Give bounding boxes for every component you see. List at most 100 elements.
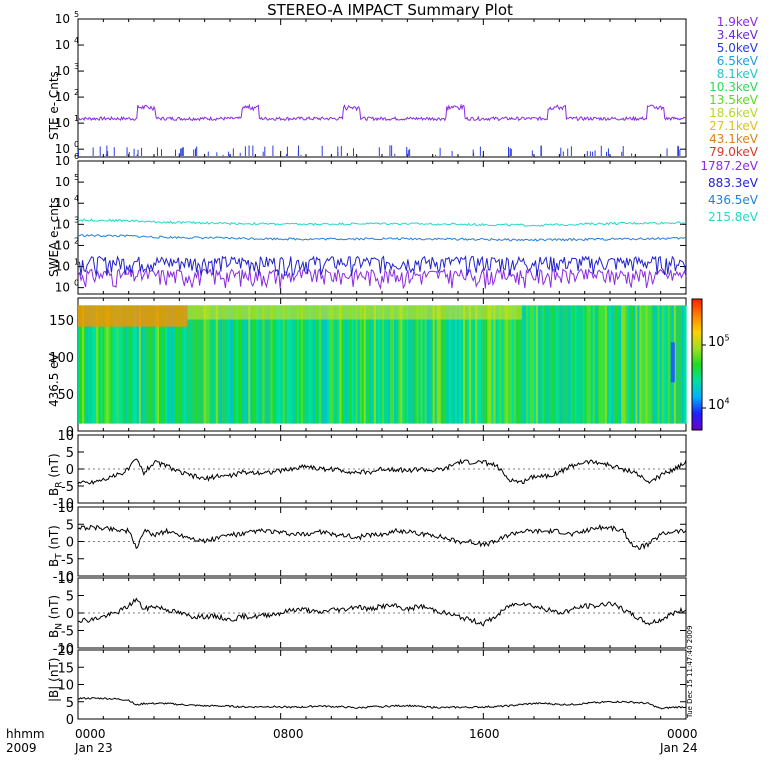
pad-strip	[505, 305, 509, 424]
pad-strip	[515, 305, 519, 424]
pad-strip	[440, 305, 444, 424]
pad-strip	[86, 305, 89, 424]
pad-strip	[627, 305, 630, 424]
pad-strip	[230, 305, 233, 424]
pad-strip	[211, 305, 215, 424]
br-ytick-label: -5	[61, 480, 74, 495]
pad-strip	[197, 305, 201, 424]
bmag-frame	[77, 649, 687, 720]
pad-strip	[258, 305, 261, 424]
pad-strip	[207, 305, 211, 424]
pad-strip	[369, 305, 373, 424]
br-ytick-label: 10	[57, 429, 74, 444]
pad-strip	[420, 305, 424, 424]
pad-strip	[469, 305, 472, 424]
pad-strip	[586, 305, 590, 424]
pad-strip	[266, 305, 270, 424]
pad-strip	[461, 305, 464, 424]
pad-strip	[298, 305, 302, 424]
pad-strip	[416, 305, 420, 424]
pad-strip	[183, 305, 187, 424]
pad-strip	[554, 305, 557, 424]
pad-strip	[576, 305, 580, 424]
pad-strip	[406, 305, 409, 424]
footer-end-time: 0000	[667, 727, 698, 741]
pad-strip	[657, 305, 661, 424]
pad-strip	[560, 305, 563, 424]
pad-strip	[483, 305, 486, 424]
pad-strip	[272, 305, 276, 424]
swea-ytick-exp: 5	[74, 173, 79, 182]
footer-start-date: Jan 23	[75, 741, 113, 755]
br-series	[77, 458, 687, 485]
pad-strip	[645, 305, 649, 424]
pad-strip	[284, 305, 288, 424]
pad-strip	[511, 305, 515, 424]
pad-strip	[355, 305, 359, 424]
pad-strip	[491, 305, 495, 424]
pad-strip	[276, 305, 280, 424]
pad-strip	[523, 305, 527, 424]
ste-ytick-exp: 3	[74, 62, 79, 71]
pad-strip	[400, 305, 403, 424]
pad-strip	[329, 305, 332, 424]
pad-strip	[422, 305, 426, 424]
pad-strip	[325, 305, 328, 424]
pad-strip	[90, 305, 93, 424]
pad-strip	[260, 305, 264, 424]
swea-ytick-label: 10	[55, 260, 70, 274]
pad-strip	[564, 305, 568, 424]
swea-legend-883-3ev: 883.3eV	[708, 176, 758, 190]
pad-strip	[633, 305, 636, 424]
pad-strip	[262, 305, 266, 424]
pad-strip	[590, 305, 594, 424]
colorbar-tick-1e5: 105	[708, 334, 730, 350]
pad-strip	[493, 305, 497, 424]
pad-strip	[307, 305, 310, 424]
pad-strip	[600, 305, 604, 424]
pad-strip	[319, 305, 322, 424]
pad-strip	[118, 305, 122, 424]
bt-ylabel-sub: T	[54, 553, 65, 559]
pad-strip	[438, 305, 442, 424]
pad-strip	[148, 305, 152, 424]
pad-strip	[568, 305, 572, 424]
pad-strip	[205, 305, 209, 424]
swea-ylabel: SWEA e- cnts	[47, 197, 61, 277]
swea-legend-215-8ev: 215.8eV	[708, 210, 758, 224]
pad-strip	[507, 305, 511, 424]
pad-strip	[288, 305, 292, 424]
pad-strip	[673, 305, 677, 424]
pad-strip	[256, 305, 259, 424]
pad-strip	[300, 305, 304, 424]
pad-strip	[274, 305, 278, 424]
pad-strip	[375, 305, 379, 424]
pad-strip	[615, 305, 618, 424]
pad-strip	[292, 305, 296, 424]
pad-strip	[232, 305, 235, 424]
bt-ytick-label: 0	[66, 536, 74, 551]
pad-strip	[199, 305, 203, 424]
br-ylabel-unit: (nT)	[47, 453, 61, 478]
br-ytick-label: 0	[66, 463, 74, 478]
pad-strip	[98, 305, 101, 424]
pad-strip	[201, 305, 205, 424]
bmag-ytick-label: 15	[57, 661, 74, 676]
pad-strip	[412, 305, 416, 424]
pad-strip	[534, 305, 537, 424]
bt-ylabel-main: B	[47, 558, 61, 567]
pad-strip	[144, 305, 148, 424]
pad-strip	[377, 305, 381, 424]
pad-strip	[213, 305, 217, 424]
pad-strip	[485, 305, 488, 424]
pad-strip	[345, 305, 349, 424]
ste-legend-27-1kev: 27.1keV	[709, 119, 758, 133]
pad-strip	[452, 305, 456, 424]
pad-strip	[606, 305, 610, 424]
swea-ytick-label: 10	[55, 196, 70, 210]
pad-strip	[343, 305, 347, 424]
pad-strip	[629, 305, 632, 424]
pad-strip	[353, 305, 357, 424]
pad-strip	[546, 305, 549, 424]
